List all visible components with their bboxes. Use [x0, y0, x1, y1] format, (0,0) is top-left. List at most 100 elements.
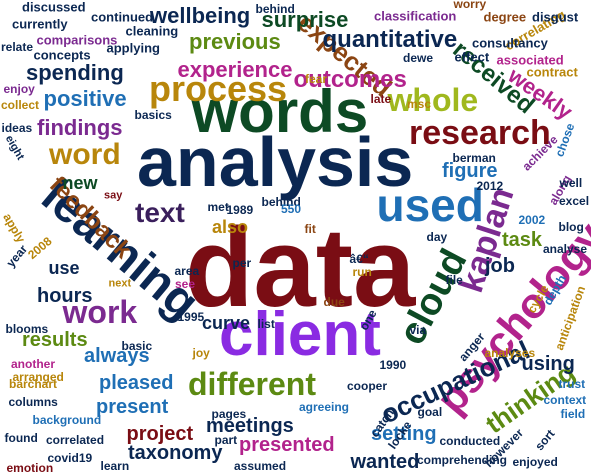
word-behind: behind: [261, 195, 301, 209]
word-learn: learn: [100, 459, 130, 473]
word-1995: 1995: [177, 310, 205, 324]
word-analyses: analyses: [484, 346, 536, 360]
word-pleased: pleased: [99, 372, 174, 394]
word-joy: joy: [192, 346, 210, 360]
word-blog: blog: [558, 220, 584, 234]
word-via: via: [409, 323, 427, 337]
word-late: late: [370, 92, 392, 106]
word-whole: whole: [387, 82, 479, 118]
word-eight: eight: [2, 133, 27, 163]
word-excel: excel: [559, 194, 590, 208]
word-work: work: [62, 294, 138, 330]
word-agreeing: agreeing: [299, 400, 350, 414]
word-wanted: wanted: [350, 451, 420, 473]
word-applying: applying: [106, 40, 160, 56]
word-sort: sort: [532, 426, 558, 454]
word-conducted: conducted: [439, 434, 501, 448]
word-words: words: [191, 78, 369, 145]
word-day: day: [426, 230, 448, 244]
word-barchart: barchart: [9, 377, 58, 391]
word-run: run: [352, 265, 372, 279]
word-new: new: [62, 173, 98, 193]
word-list: list: [257, 317, 275, 331]
word-covid19: covid19: [47, 451, 93, 465]
word-msc: msc: [407, 97, 432, 111]
word-job: job: [485, 255, 515, 277]
word-always: always: [84, 345, 150, 367]
word-associated: associated: [496, 52, 564, 68]
word-berman: berman: [452, 151, 496, 165]
word-apply: apply: [0, 210, 29, 246]
word-meetings: meetings: [206, 415, 294, 437]
word-spending: spending: [26, 60, 124, 85]
word-also: also: [212, 217, 249, 237]
word-comprehending: comprehending: [417, 453, 508, 467]
word-next: next: [108, 277, 132, 290]
word-fit: fit: [304, 222, 316, 236]
word-550: 550: [281, 202, 302, 216]
word-field: field: [560, 407, 586, 421]
word-met: met: [207, 200, 229, 214]
word-research: research: [409, 114, 551, 152]
word-arranged: arranged: [12, 370, 64, 384]
word-collect: collect: [1, 98, 40, 112]
word-data: data: [185, 205, 416, 330]
word-enjoy: enjoy: [3, 82, 35, 96]
word-enjoyed: enjoyed: [512, 455, 558, 469]
word-chose: chose: [552, 121, 578, 159]
word-positive: positive: [43, 86, 127, 111]
word-effect: effect: [454, 49, 490, 65]
word-surprise: surprise: [261, 7, 349, 32]
word-assumed: assumed: [234, 459, 287, 473]
word-hours: hours: [37, 285, 93, 307]
word-use: use: [48, 258, 80, 278]
word-fear: fear: [305, 72, 328, 86]
word-1990: 1990: [379, 358, 407, 372]
word-used: used: [376, 179, 484, 231]
word-symbol: â€“: [349, 252, 369, 266]
word-basics: basics: [134, 108, 172, 122]
word-blooms: blooms: [5, 322, 49, 336]
word-say: say: [104, 189, 123, 202]
word-findings: findings: [37, 115, 123, 140]
word-disgust: disgust: [532, 9, 579, 25]
word-different: different: [188, 366, 316, 402]
word-setting: setting: [371, 423, 437, 445]
word-columns: columns: [8, 395, 58, 409]
word-contract: contract: [526, 64, 578, 80]
word-cleaning: cleaning: [125, 23, 179, 39]
word-2012: 2012: [476, 179, 504, 193]
word-cooper: cooper: [347, 379, 388, 393]
word-analysis: analysis: [137, 123, 414, 201]
word-relate: relate: [1, 40, 34, 54]
word-concepts: concepts: [33, 47, 91, 63]
word-discussed: discussed: [22, 0, 86, 15]
word-using: using: [521, 353, 575, 375]
word-2002: 2002: [518, 213, 546, 227]
word-well: well: [559, 176, 583, 190]
word-outcomes: outcomes: [293, 66, 407, 93]
word-currently: currently: [12, 16, 68, 32]
word-1989: 1989: [226, 203, 254, 217]
word-found: found: [4, 431, 38, 445]
word-emotion: emotion: [6, 461, 54, 475]
word-goal: goal: [417, 405, 443, 419]
word-analyse: analyse: [543, 242, 588, 256]
word-per: per: [232, 256, 252, 270]
word-background: background: [32, 413, 102, 427]
word-client: client: [219, 300, 381, 369]
word-text: text: [135, 197, 185, 228]
word-wellbeing: wellbeing: [150, 3, 251, 28]
word-pages: pages: [211, 407, 247, 421]
word-year: year: [3, 242, 31, 270]
word-present: present: [96, 396, 169, 418]
word-presented: presented: [239, 434, 335, 456]
word-dewe: dewe: [403, 51, 434, 65]
word-area: area: [174, 264, 200, 278]
word-see: see: [175, 277, 196, 291]
word-comparisons: comparisons: [36, 32, 118, 48]
word-basic: basic: [121, 339, 153, 353]
word-trust: trust: [558, 377, 586, 391]
word-degree: degree: [483, 9, 527, 25]
